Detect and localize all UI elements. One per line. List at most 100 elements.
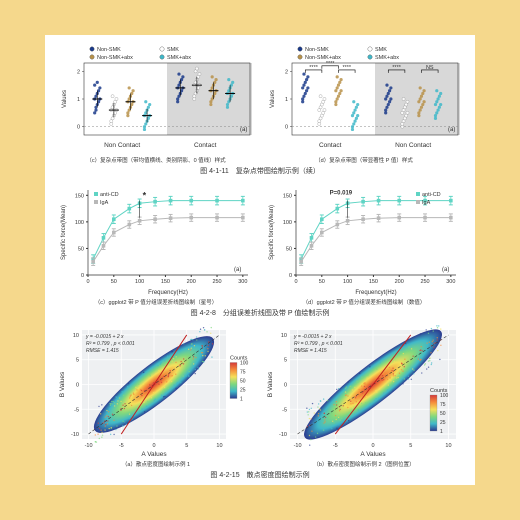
svg-text:Values: Values [270,90,276,108]
svg-text:5: 5 [76,358,79,364]
svg-text:50: 50 [440,411,446,417]
svg-text:200: 200 [187,279,196,285]
svg-text:A Values: A Values [141,451,167,458]
svg-text:-10: -10 [279,432,287,438]
svg-text:0: 0 [294,279,297,285]
subcap-c: （c）复杂点带图（带均值横线、类别阴影、0 值线）样式 [56,156,256,164]
svg-text:anti-CD: anti-CD [100,192,119,198]
fig-4-2-15-a: -10-10-5-500551010A ValuesB Valuesy = -0… [56,324,256,468]
svg-text:-10: -10 [71,432,79,438]
svg-text:150: 150 [283,193,292,199]
svg-text:100: 100 [75,220,84,226]
svg-text:75: 75 [240,370,246,376]
svg-text:50: 50 [286,246,292,252]
caption-4-2-8: 图 4-2-8 分组误差折线图及带 P 值绘制示例 [53,308,467,318]
fig-4-1-11-d: 012ValuesNon-SMKSMKNon-SMK+abxSMK+abxCon… [264,45,464,164]
svg-text:10: 10 [216,443,222,449]
svg-text:150: 150 [75,193,84,199]
svg-text:5: 5 [284,358,287,364]
svg-text:10: 10 [281,333,287,339]
svg-text:Non-SMK+abx: Non-SMK+abx [97,55,133,61]
svg-text:R² = 0.799 , p < 0.001: R² = 0.799 , p < 0.001 [86,341,135,347]
svg-text:50: 50 [240,379,246,385]
svg-text:****: **** [392,65,401,71]
svg-text:R² = 0.799 , p < 0.001: R² = 0.799 , p < 0.001 [294,341,343,347]
svg-text:1: 1 [440,429,443,435]
subcap-2d: （d）ggplot2 带 P 值分组误差折线图绘制（数值） [264,298,464,306]
svg-text:5: 5 [185,443,188,449]
fig-4-2-15-b: -10-10-5-500551010A ValuesB Valuesy = -0… [264,324,464,468]
svg-text:y = -0.0015 + 2 x: y = -0.0015 + 2 x [293,334,332,340]
svg-text:0: 0 [77,125,80,131]
svg-text:100: 100 [343,279,352,285]
svg-text:P=0.019: P=0.019 [330,190,353,196]
svg-text:Frequency(Hz): Frequency(Hz) [148,290,188,296]
svg-text:-5: -5 [74,407,79,413]
svg-text:-5: -5 [333,443,338,449]
svg-text:1: 1 [285,97,288,103]
svg-text:SMK: SMK [375,47,387,53]
svg-text:100: 100 [135,279,144,285]
svg-text:Non-SMK: Non-SMK [305,47,329,53]
svg-text:0: 0 [371,443,374,449]
svg-text:y = -0.0015 + 2 x: y = -0.0015 + 2 x [85,334,124,340]
fig-4-2-8-c: 050100150200250300050100150Frequency(Hz)… [56,182,256,306]
svg-text:250: 250 [212,279,221,285]
svg-text:B Values: B Values [267,371,274,397]
svg-text:****: **** [326,61,335,67]
caption-4-1-11: 图 4-1-11 复杂点带图绘制示例（续） [53,166,467,176]
svg-text:Frequencyt(Hz): Frequencyt(Hz) [355,290,396,296]
svg-text:0: 0 [81,273,84,279]
svg-text:-10: -10 [294,443,302,449]
svg-text:(a): (a) [448,127,455,133]
svg-text:Non Contact: Non Contact [104,142,140,149]
svg-text:25: 25 [240,388,246,394]
svg-text:Specific force(Mean): Specific force(Mean) [61,205,67,260]
subcap-3b: （b）散点密度图绘制示例 2（图例位置） [264,460,464,468]
fig-4-2-8-d: 050100150200250300050100150Frequencyt(Hz… [264,182,464,306]
svg-text:0: 0 [76,383,79,389]
svg-text:Values: Values [62,90,68,108]
svg-text:Specific force(Mean): Specific force(Mean) [269,205,275,260]
svg-text:10: 10 [445,443,451,449]
svg-text:IgA: IgA [100,200,109,206]
svg-text:IgA: IgA [422,200,431,206]
svg-text:2: 2 [285,69,288,75]
svg-text:Non Contact: Non Contact [395,142,431,149]
svg-text:200: 200 [395,279,404,285]
svg-text:100: 100 [240,361,249,367]
svg-text:Contact: Contact [319,142,342,149]
svg-text:100: 100 [283,220,292,226]
svg-text:*: * [143,190,147,200]
svg-text:50: 50 [111,279,117,285]
svg-text:300: 300 [238,279,247,285]
svg-text:-5: -5 [282,407,287,413]
svg-text:5: 5 [409,443,412,449]
subcap-3a: （a）散点密度图绘制示例 1 [56,460,256,468]
svg-text:10: 10 [73,333,79,339]
svg-text:SMK+abx: SMK+abx [375,55,399,61]
svg-text:300: 300 [446,279,455,285]
svg-text:****: **** [342,65,351,71]
svg-text:RMSE = 1.415: RMSE = 1.415 [294,348,327,354]
svg-text:****: **** [309,65,318,71]
svg-text:1: 1 [77,97,80,103]
svg-text:50: 50 [319,279,325,285]
svg-text:-10: -10 [85,443,93,449]
svg-text:150: 150 [161,279,170,285]
svg-text:1: 1 [240,397,243,403]
svg-text:250: 250 [420,279,429,285]
svg-text:-5: -5 [119,443,124,449]
svg-text:Contact: Contact [194,142,217,149]
svg-text:150: 150 [369,279,378,285]
svg-text:100: 100 [440,393,449,399]
svg-text:NS: NS [426,65,434,71]
svg-text:2: 2 [77,69,80,75]
svg-text:Non-SMK+abx: Non-SMK+abx [305,55,341,61]
svg-text:25: 25 [440,420,446,426]
svg-text:0: 0 [86,279,89,285]
svg-text:0: 0 [284,383,287,389]
svg-text:RMSE = 1.415: RMSE = 1.415 [86,348,119,354]
svg-text:(a): (a) [442,267,449,273]
svg-text:B Values: B Values [59,371,66,397]
